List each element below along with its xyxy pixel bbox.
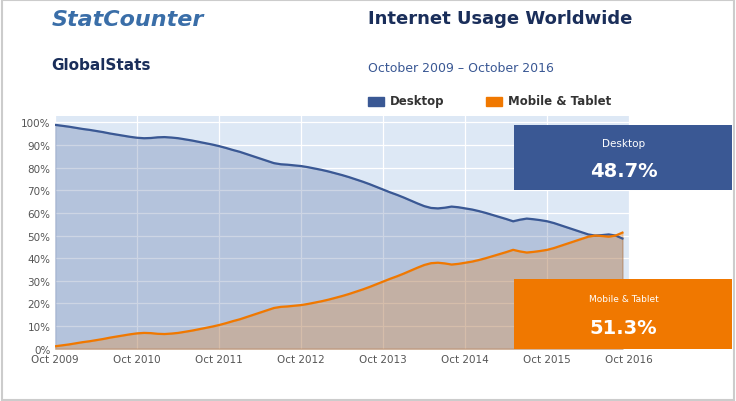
Text: GlobalStats: GlobalStats	[52, 58, 151, 73]
Text: Desktop: Desktop	[602, 139, 645, 149]
Text: Mobile & Tablet: Mobile & Tablet	[508, 95, 611, 108]
Text: Mobile & Tablet: Mobile & Tablet	[589, 294, 658, 303]
Text: October 2009 – October 2016: October 2009 – October 2016	[368, 62, 554, 75]
Text: StatCounter: StatCounter	[52, 10, 204, 30]
Text: Internet Usage Worldwide: Internet Usage Worldwide	[368, 10, 632, 28]
Text: 48.7%: 48.7%	[590, 162, 657, 181]
Text: Desktop: Desktop	[390, 95, 445, 108]
Text: 51.3%: 51.3%	[590, 318, 657, 337]
